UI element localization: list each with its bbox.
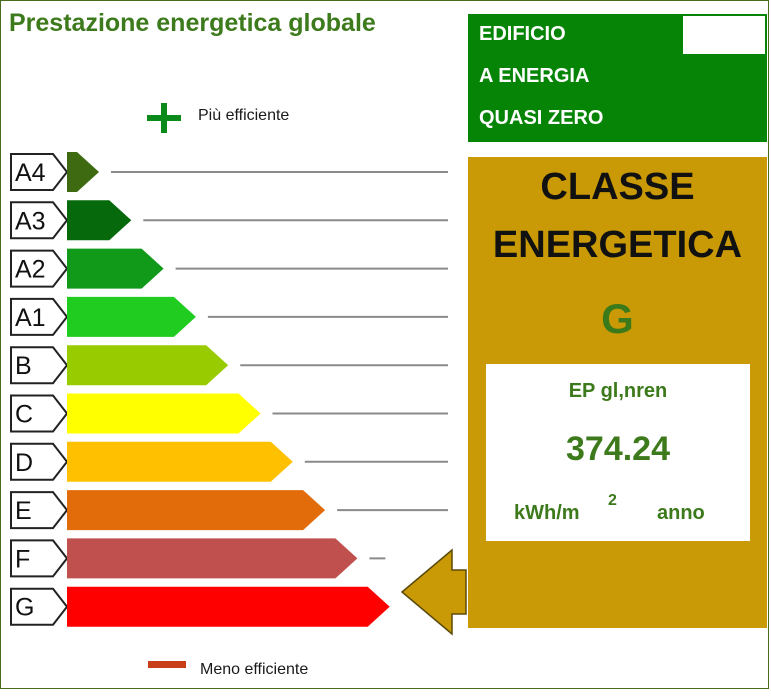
nzeb-line-3: QUASI ZERO — [479, 107, 604, 129]
ep-indicator-label: EP gl,nren — [568, 380, 668, 402]
class-label-box-a1 — [10, 297, 69, 336]
nzeb-line-2: A ENERGIA — [479, 65, 590, 87]
performance-box: EP gl,nren 374.24 kWh/m 2 anno — [486, 364, 750, 541]
nzeb-line-1: EDIFICIO — [479, 23, 566, 45]
class-label-a3: A3 — [15, 207, 46, 235]
nzeb-panel: EDIFICIO A ENERGIA QUASI ZERO — [468, 14, 767, 142]
nzeb-checkbox-area — [683, 16, 765, 54]
plus-icon — [147, 103, 181, 133]
ep-indicator-value: 374.24 — [566, 430, 670, 468]
class-label-g: G — [15, 594, 34, 622]
class-label-b: B — [15, 352, 32, 380]
minus-bar-icon — [148, 661, 186, 668]
class-heading-2: ENERGETICA — [492, 224, 743, 266]
class-label-a4: A4 — [15, 159, 46, 187]
class-label-box-c — [10, 394, 69, 433]
class-bar-g — [67, 586, 390, 627]
class-bar-e — [67, 490, 326, 531]
class-bar-a3 — [67, 200, 132, 241]
class-label-box-a4 — [10, 153, 69, 191]
class-label-box-f — [10, 539, 69, 578]
current-class-arrow-icon — [400, 548, 467, 636]
class-label-box-a2 — [10, 249, 69, 288]
ep-unit: kWh/m — [514, 502, 580, 524]
class-label-e: E — [15, 497, 32, 525]
ep-unit-exponent: 2 — [608, 492, 617, 509]
class-bar-f — [67, 538, 358, 579]
class-bar-b — [67, 345, 229, 386]
less-efficient-label: Meno efficiente — [200, 661, 309, 678]
class-bar-a1 — [67, 296, 196, 337]
class-bar-d — [67, 441, 293, 482]
class-label-d: D — [15, 449, 33, 477]
class-label-c: C — [15, 401, 33, 429]
class-label-box-b — [10, 346, 69, 385]
class-bar-a4 — [67, 152, 99, 192]
class-label-box-d — [10, 442, 69, 481]
class-label-a1: A1 — [15, 304, 46, 332]
class-label-box-e — [10, 491, 69, 530]
page-title: Prestazione energetica globale — [9, 9, 376, 37]
class-bar-a2 — [67, 248, 164, 289]
class-label-a2: A2 — [15, 256, 46, 284]
more-efficient-label: Più efficiente — [198, 107, 290, 124]
class-heading-1: CLASSE — [540, 166, 695, 208]
class-letter: G — [601, 295, 634, 342]
ep-unit-period: anno — [657, 502, 705, 524]
class-label-box-a3 — [10, 201, 69, 240]
class-label-box-g — [10, 587, 69, 626]
class-label-f: F — [15, 545, 30, 573]
class-bar-c — [67, 393, 261, 434]
